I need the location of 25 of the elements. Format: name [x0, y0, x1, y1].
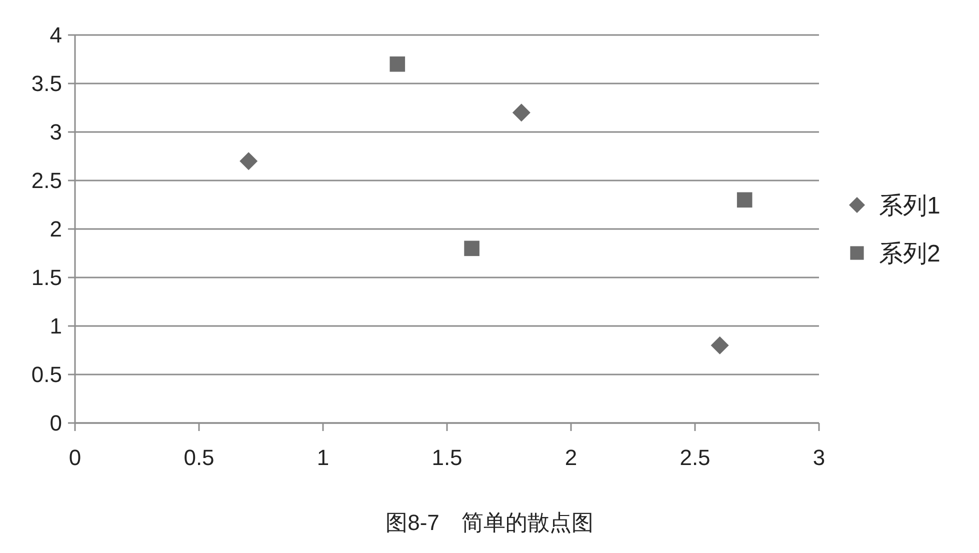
caption: 图8-7 简单的散点图 — [386, 510, 594, 535]
x-tick-label: 2.5 — [680, 445, 710, 470]
x-tick-label: 0.5 — [184, 445, 214, 470]
y-tick-label: 1.5 — [31, 265, 62, 290]
y-tick-label: 3 — [50, 120, 62, 145]
point — [464, 240, 480, 256]
y-tick-label: 2 — [50, 216, 62, 242]
x-tick-label: 0 — [68, 445, 82, 470]
y-tick-label: 2.5 — [31, 168, 62, 194]
x-tick-label: 1 — [316, 445, 330, 470]
y-tick-label: 0 — [50, 410, 62, 436]
legend-label: 系列2 — [879, 240, 940, 268]
y-tick-label: 0.5 — [31, 362, 62, 388]
point — [512, 104, 530, 122]
x-tick-label: 3 — [812, 445, 826, 470]
y-tick-label: 3.5 — [31, 71, 62, 96]
x-tick-label: 2 — [564, 445, 578, 470]
legend-label: 系列1 — [879, 192, 940, 220]
y-tick-label: 1 — [50, 314, 62, 339]
point — [390, 56, 406, 72]
point — [736, 192, 752, 208]
y-tick-label: 4 — [50, 22, 62, 48]
point — [240, 152, 258, 170]
x-tick-label: 1.5 — [432, 445, 462, 470]
point — [710, 336, 729, 354]
